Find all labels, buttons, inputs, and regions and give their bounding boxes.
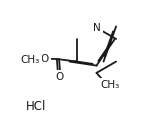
Text: CH₃: CH₃ xyxy=(101,80,120,90)
Text: HCl: HCl xyxy=(26,100,46,113)
Text: O: O xyxy=(55,72,63,82)
Text: CH₃: CH₃ xyxy=(21,55,40,65)
Text: O: O xyxy=(40,54,49,64)
Text: N: N xyxy=(93,23,100,33)
